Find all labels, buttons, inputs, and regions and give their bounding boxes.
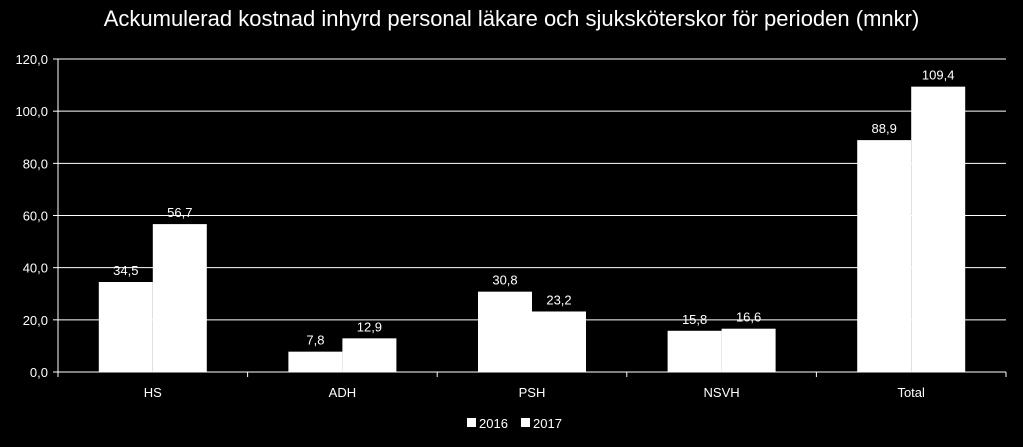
y-tick-label: 0,0 — [30, 365, 48, 380]
data-label: 16,6 — [736, 310, 761, 325]
legend-swatch-2016 — [467, 418, 476, 427]
data-label: 30,8 — [492, 273, 517, 288]
bar-2017-ADH — [342, 338, 397, 372]
bar-2017-HS — [152, 224, 207, 372]
bar-2016-ADH — [288, 351, 343, 372]
data-label: 15,8 — [682, 312, 707, 327]
data-label: 88,9 — [872, 121, 897, 136]
legend-label-2016: 2016 — [479, 416, 508, 431]
bar-2017-NSVH — [721, 328, 776, 372]
data-label: 56,7 — [167, 205, 192, 220]
y-tick-label: 20,0 — [23, 313, 48, 328]
y-tick-label: 120,0 — [15, 52, 48, 67]
y-tick-label: 80,0 — [23, 156, 48, 171]
x-tick-label: PSH — [519, 385, 546, 400]
x-tick-label: NSVH — [704, 385, 740, 400]
x-tick-label: Total — [897, 385, 925, 400]
y-tick-label: 60,0 — [23, 209, 48, 224]
bar-2016-Total — [857, 140, 912, 372]
bar-2016-NSVH — [667, 330, 722, 372]
bar-2016-PSH — [478, 291, 532, 372]
bar-2016-HS — [98, 282, 153, 372]
data-label: 12,9 — [357, 319, 382, 334]
y-tick-label: 40,0 — [23, 261, 48, 276]
bar-2017-Total — [911, 86, 966, 373]
chart-title: Ackumulerad kostnad inhyrd personal läka… — [103, 6, 920, 31]
data-label: 34,5 — [113, 263, 138, 278]
data-label: 7,8 — [306, 333, 324, 348]
data-label: 23,2 — [546, 292, 571, 307]
x-tick-label: HS — [144, 385, 162, 400]
data-label: 109,4 — [922, 68, 955, 83]
x-tick-label: ADH — [329, 385, 356, 400]
y-tick-label: 100,0 — [15, 104, 48, 119]
bar-2017-PSH — [532, 311, 586, 372]
legend-label-2017: 2017 — [533, 416, 562, 431]
legend-swatch-2017 — [521, 418, 530, 427]
